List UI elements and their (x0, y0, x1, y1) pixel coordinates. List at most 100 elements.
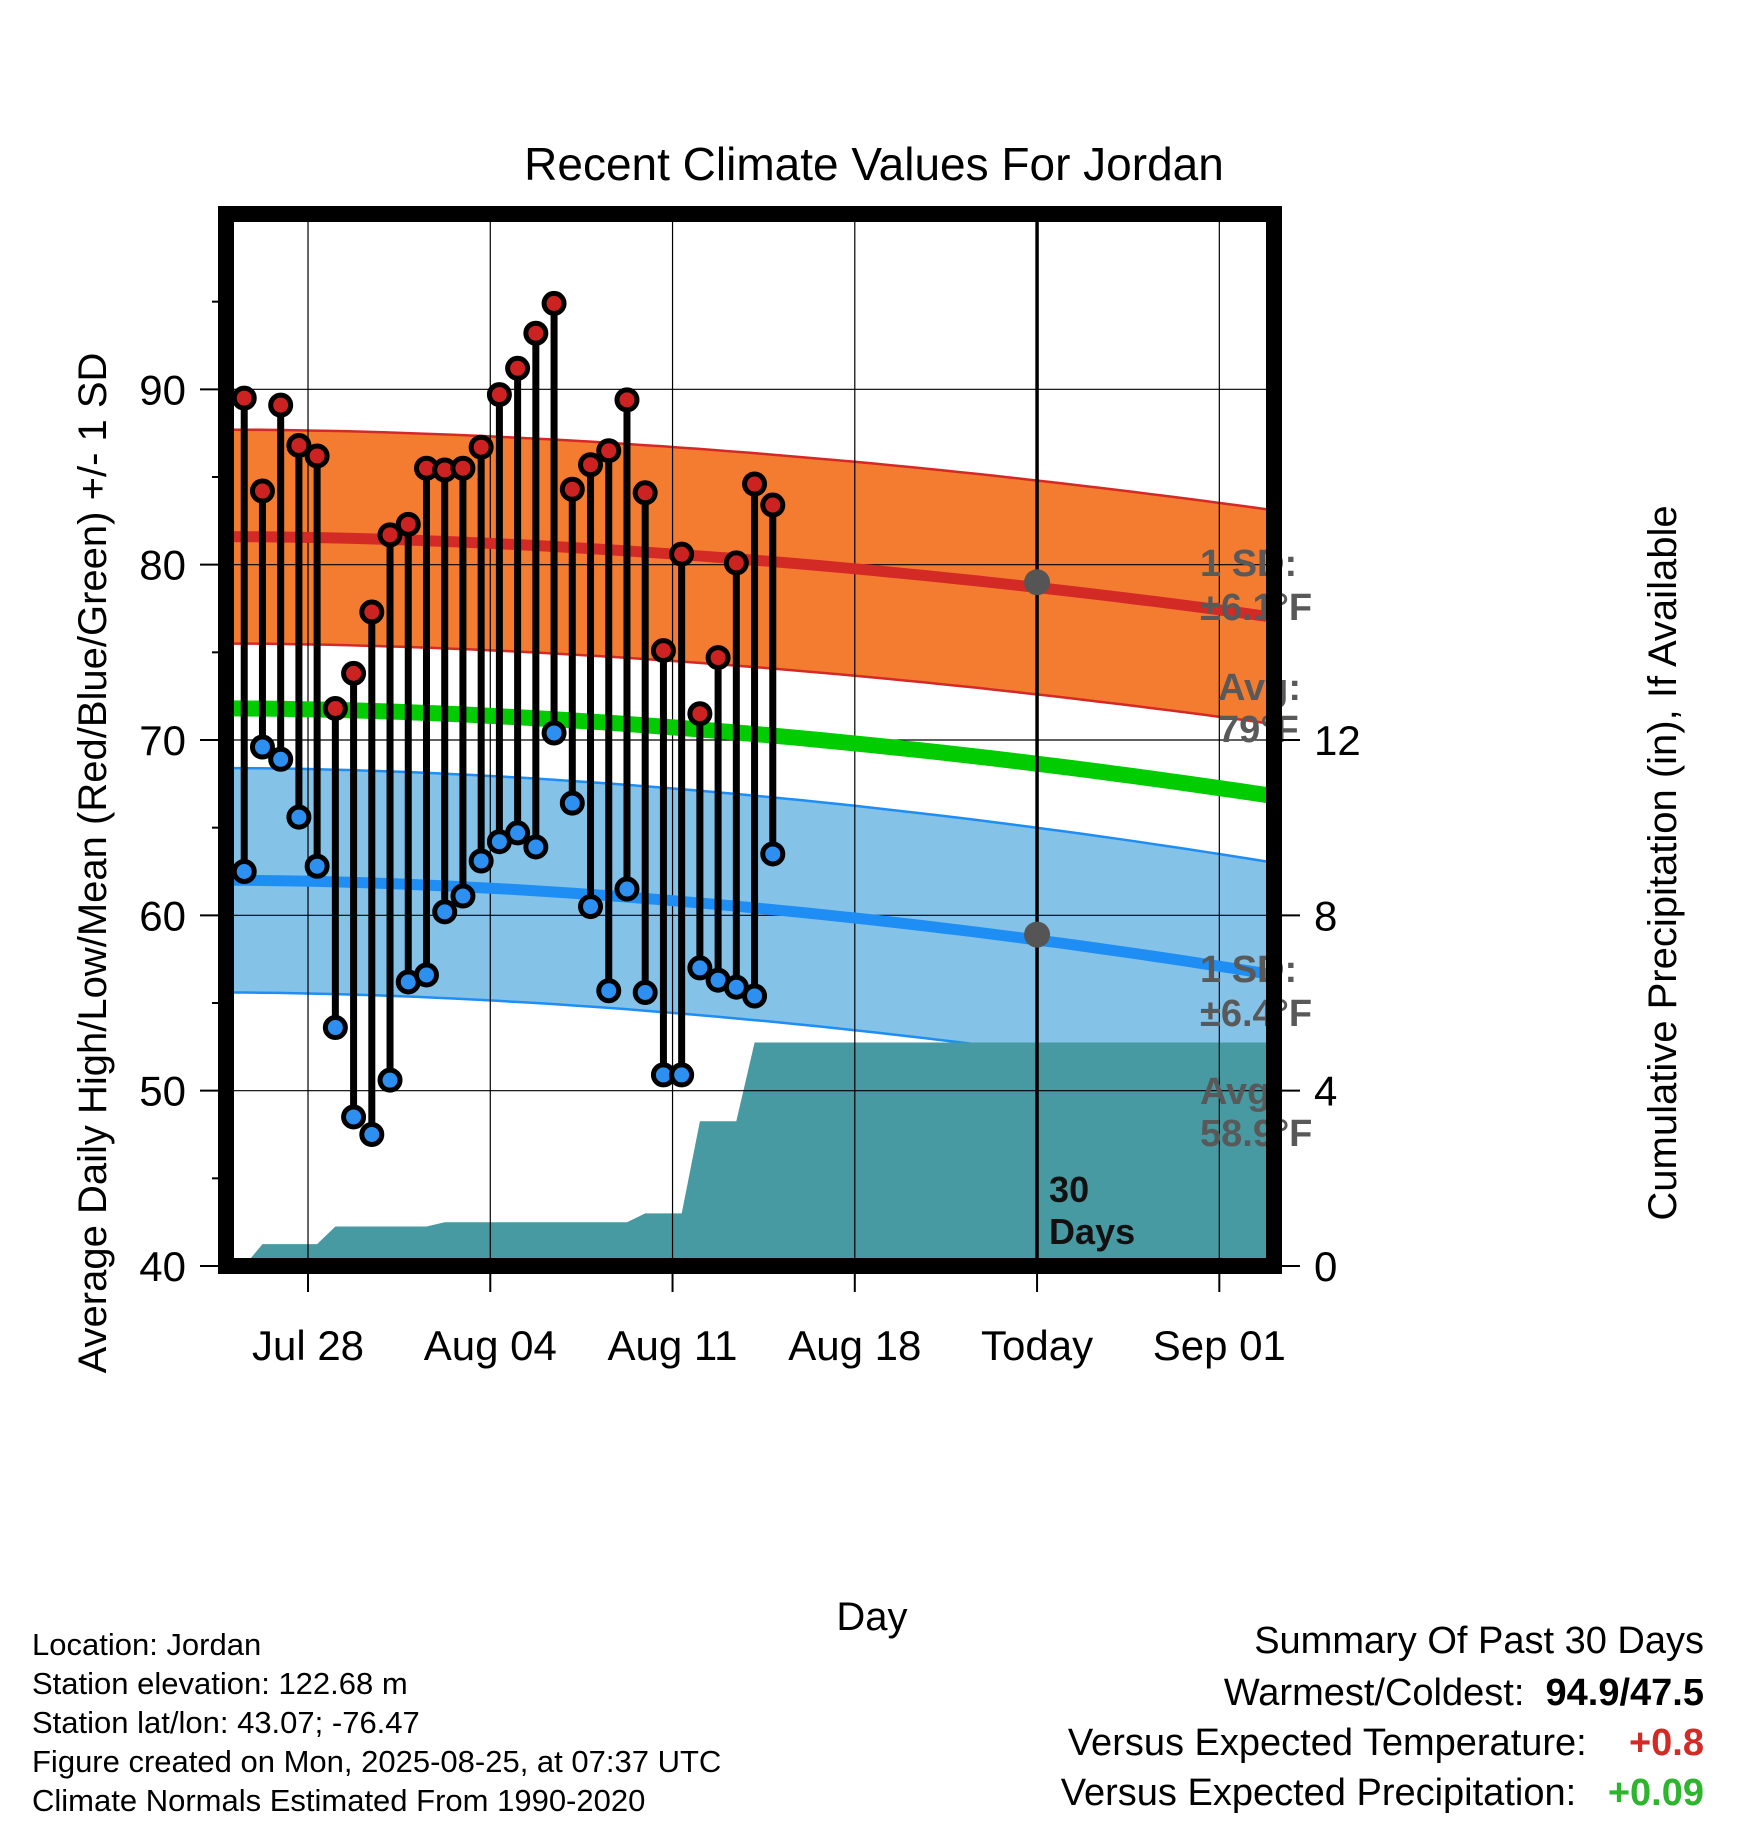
low-sd-upper-line (226, 766, 1275, 864)
daily-low-point (760, 841, 786, 867)
daily-high-point (341, 660, 367, 686)
daily-low-point (286, 804, 312, 830)
daily-high-point (468, 434, 494, 460)
annotation-high-avg-value: 79°F (1218, 709, 1299, 751)
y-tick-label: 80 (139, 542, 186, 589)
daily-low-point (742, 983, 768, 1009)
y2-tick-label: 0 (1314, 1243, 1337, 1290)
y2-axis-label: Cumulative Precipitation (in), If Availa… (1641, 505, 1685, 1220)
y-tick-label: 40 (139, 1243, 186, 1290)
y-tick-label: 90 (139, 366, 186, 413)
precipitation-area (244, 1042, 1275, 1266)
x-axis-label: Day (836, 1595, 907, 1639)
today-high-avg-marker (1024, 569, 1051, 596)
warm-cold-label: Warmest/Coldest: (1223, 1672, 1525, 1714)
daily-high-point (614, 387, 640, 413)
precip-value: +0.09 (1607, 1772, 1704, 1814)
info-latlon: Station lat/lon: 43.07; -76.47 (32, 1705, 420, 1740)
daily-high-point (705, 645, 731, 671)
y-tick-label: 60 (139, 892, 186, 939)
daily-low-point (231, 859, 257, 884)
summary-heading: Summary Of Past 30 Days (1254, 1620, 1704, 1663)
y-tick-label: 70 (139, 717, 186, 764)
daily-high-point (322, 695, 348, 721)
x-tick-label: Sep 01 (1153, 1322, 1286, 1369)
temp-value: +0.8 (1628, 1722, 1704, 1764)
daily-low-point (413, 962, 439, 988)
daily-low-point (377, 1067, 403, 1093)
high-sd-band (226, 429, 1274, 725)
daily-low-point (341, 1104, 367, 1130)
daily-high-point (559, 476, 585, 502)
daily-low-point (523, 834, 549, 860)
temp-label: Versus Expected Temperature: (1067, 1722, 1587, 1764)
y-tick-label: 50 (139, 1068, 186, 1115)
normal-mean-line (225, 700, 1276, 805)
daily-high-point (359, 599, 385, 625)
daily-low-point (559, 790, 585, 816)
daily-low-point (450, 883, 476, 909)
high-sd-lower-line (226, 642, 1275, 726)
daily-low-point (596, 978, 622, 1004)
daily-high-point (377, 522, 403, 548)
chart-title: Recent Climate Values For Jordan (524, 138, 1224, 190)
daily-low-point (432, 899, 458, 925)
info-created: Figure created on Mon, 2025-08-25, at 07… (32, 1744, 722, 1779)
daily-low-point (614, 876, 640, 902)
daily-high-point (231, 385, 257, 411)
precip-label: Versus Expected Precipitation: (1060, 1772, 1577, 1814)
annotation-low-sd-value: ±6.4°F (1200, 993, 1312, 1035)
daily-low-point (249, 734, 275, 760)
daily-low-point (505, 820, 531, 846)
daily-low-point (632, 979, 658, 1005)
daily-high-point (742, 471, 768, 497)
x-tick-label: Aug 11 (608, 1322, 738, 1369)
x-tick-label: Today (981, 1322, 1093, 1369)
x-tick-label: Aug 04 (424, 1322, 557, 1369)
x-tick-label: Jul 28 (252, 1322, 364, 1369)
today-days-label: Days (1049, 1211, 1135, 1252)
annotation-high-avg-label: Avg: (1218, 667, 1301, 709)
daily-high-point (632, 480, 658, 506)
warm-cold-value: 94.9/47.5 (1545, 1672, 1704, 1714)
daily-low-point (541, 720, 567, 746)
daily-high-point (596, 438, 622, 464)
daily-high-point (723, 550, 749, 576)
daily-high-point (669, 541, 695, 567)
annotation-low-avg-value: 58.9°F (1200, 1113, 1312, 1155)
daily-low-point (268, 746, 294, 772)
daily-low-point (359, 1122, 385, 1147)
daily-high-point (523, 320, 549, 346)
annotation-high-sd-label: 1 SD: (1200, 543, 1297, 585)
daily-high-point (505, 355, 531, 381)
summary-warm-cold: Warmest/Coldest: 94.9/47.5 (1224, 1672, 1704, 1715)
daily-high-point (687, 701, 713, 727)
daily-high-point (486, 382, 512, 408)
daily-low-point (578, 894, 604, 920)
today-days-label: 30 (1049, 1169, 1089, 1210)
normal-low-line (226, 874, 1275, 981)
low-sd-band (226, 768, 1274, 1088)
daily-low-point (669, 1062, 695, 1088)
info-elevation: Station elevation: 122.68 m (32, 1666, 408, 1701)
daily-low-point (304, 853, 330, 879)
summary-precip: Versus Expected Precipitation: +0.09 (1061, 1772, 1704, 1815)
y2-tick-label: 12 (1314, 717, 1361, 764)
daily-high-point (304, 443, 330, 469)
summary-heading-text: Summary Of Past 30 Days (1254, 1620, 1704, 1662)
daily-low-point (468, 848, 494, 874)
daily-high-point (268, 392, 294, 418)
info-normals: Climate Normals Estimated From 1990-2020 (32, 1783, 646, 1818)
daily-high-point (760, 492, 786, 518)
summary-temp: Versus Expected Temperature: +0.8 (1068, 1722, 1704, 1765)
station-info: Location: Jordan Station elevation: 122.… (32, 1625, 721, 1820)
daily-high-point (650, 638, 676, 664)
x-tick-label: Aug 18 (788, 1322, 921, 1369)
daily-high-point (450, 455, 476, 481)
today-low-avg-marker (1024, 921, 1051, 948)
daily-low-point (687, 955, 713, 981)
daily-high-point (578, 452, 604, 478)
daily-high-point (541, 290, 567, 316)
annotation-low-sd-label: 1 SD: (1200, 949, 1297, 991)
